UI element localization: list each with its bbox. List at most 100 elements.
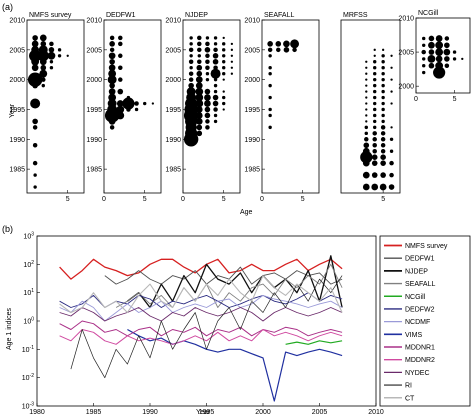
bubble-point	[151, 102, 155, 105]
y-tick-label: 1995	[86, 107, 102, 114]
bubble-point	[390, 66, 393, 69]
y-tick-label: 103	[23, 232, 34, 241]
panel-b-line-chart: 1980 1985 1990 1995 2000 2005 2010 103 102 101 100…	[22, 232, 471, 416]
y-tick-label: 101	[23, 288, 34, 297]
x-tick-label: 5	[66, 196, 70, 203]
y-tick-label: 1990	[9, 137, 25, 144]
series-line	[59, 294, 343, 322]
bubble-point	[116, 100, 124, 107]
y-tick-label: 10-1	[22, 345, 34, 354]
bubble-point	[371, 172, 378, 178]
bubble-point	[362, 159, 370, 167]
bubble-point	[452, 57, 457, 61]
bubble-point	[222, 66, 226, 70]
bubble-point	[362, 183, 370, 191]
bubble-point	[197, 41, 202, 47]
bubble-point	[204, 112, 211, 119]
bubble-point	[116, 105, 125, 114]
bubble-point	[365, 90, 368, 93]
bubble-point	[381, 113, 385, 118]
bubble-point	[230, 60, 234, 63]
y-tick-label: 2010	[9, 18, 25, 25]
panel-title: DEDFW1	[106, 12, 136, 19]
panel-a-ylabel: Year	[9, 103, 16, 118]
panel-b-xlabel: Year	[196, 409, 211, 416]
bubble-point	[389, 160, 394, 166]
bubble-point	[33, 185, 37, 189]
series-line	[104, 266, 343, 285]
bubble-point	[365, 72, 368, 75]
legend-entry: NMFS survey	[405, 243, 448, 250]
bubble-point	[364, 137, 369, 142]
bubble-point	[108, 52, 116, 60]
bubble-point	[118, 35, 123, 41]
bubble-point	[109, 35, 115, 41]
bubble-point	[444, 56, 450, 62]
bubble-point	[195, 99, 204, 108]
bubble-point	[444, 63, 450, 68]
y-tick-label: 1985	[165, 167, 181, 174]
legend-entry: VIMS	[405, 332, 422, 339]
legend-entry: MDDNR2	[405, 357, 435, 364]
bubble-point	[49, 66, 54, 70]
bubble-point	[373, 95, 377, 100]
bubble-point	[222, 101, 226, 106]
bubble-point	[372, 148, 377, 154]
y-tick-label: 2000	[398, 84, 414, 91]
bubble-point	[365, 60, 368, 63]
y-tick-label: 2000	[165, 77, 181, 84]
bubble-point	[57, 48, 62, 52]
bubble-point	[373, 66, 377, 70]
bubble-point	[380, 148, 386, 154]
bubble-point	[188, 82, 194, 89]
bubble-point	[373, 60, 377, 64]
bubble-point	[390, 126, 393, 129]
x-tick-label: 5	[381, 196, 385, 203]
bubble-point	[222, 71, 226, 76]
y-tick-label: 1985	[86, 167, 102, 174]
bubble-point	[380, 160, 386, 166]
bubble-point	[48, 47, 55, 53]
bubble-point	[222, 60, 226, 64]
bubble-point	[283, 47, 290, 53]
bubble-point	[108, 64, 116, 72]
bubble-point	[204, 100, 211, 107]
bubble-point	[188, 71, 194, 76]
bubble-point	[365, 120, 368, 123]
bubble-point	[40, 64, 47, 71]
bubble-point	[27, 72, 43, 87]
bubble-point	[267, 47, 273, 53]
bubble-point	[428, 49, 435, 55]
bubble-point	[380, 143, 386, 148]
bubble-point	[422, 70, 426, 75]
bubble-point	[380, 172, 386, 178]
bubble-point	[205, 41, 210, 47]
bubble-point	[108, 69, 117, 78]
bubble-point	[212, 94, 219, 101]
x-tick-label: 0	[260, 196, 264, 203]
series-line	[59, 275, 343, 314]
bubble-point	[422, 57, 426, 61]
bubble-point	[283, 40, 290, 48]
y-tick-label: 10-2	[22, 373, 34, 382]
bubble-point	[183, 132, 199, 147]
bubble-point	[40, 41, 47, 47]
bubble-point	[32, 82, 38, 89]
bubble-point	[212, 100, 219, 107]
x-tick-label: 0	[102, 196, 106, 203]
bubble-point	[435, 35, 443, 42]
bubble-point	[195, 93, 204, 102]
panel-a-xlabel: Age	[240, 209, 253, 216]
bubble-point	[213, 47, 218, 53]
bubble-point	[365, 114, 368, 117]
bubble-point	[116, 111, 125, 120]
bubble-point	[195, 82, 203, 89]
bubble-point	[31, 64, 39, 72]
bubble-point	[381, 66, 385, 70]
bubble-point	[422, 36, 426, 41]
y-tick-label: 1985	[9, 167, 25, 174]
bubble-point	[213, 42, 218, 46]
bubble-point	[380, 154, 386, 161]
panel-frame	[415, 17, 471, 94]
bubble-point	[381, 77, 385, 82]
